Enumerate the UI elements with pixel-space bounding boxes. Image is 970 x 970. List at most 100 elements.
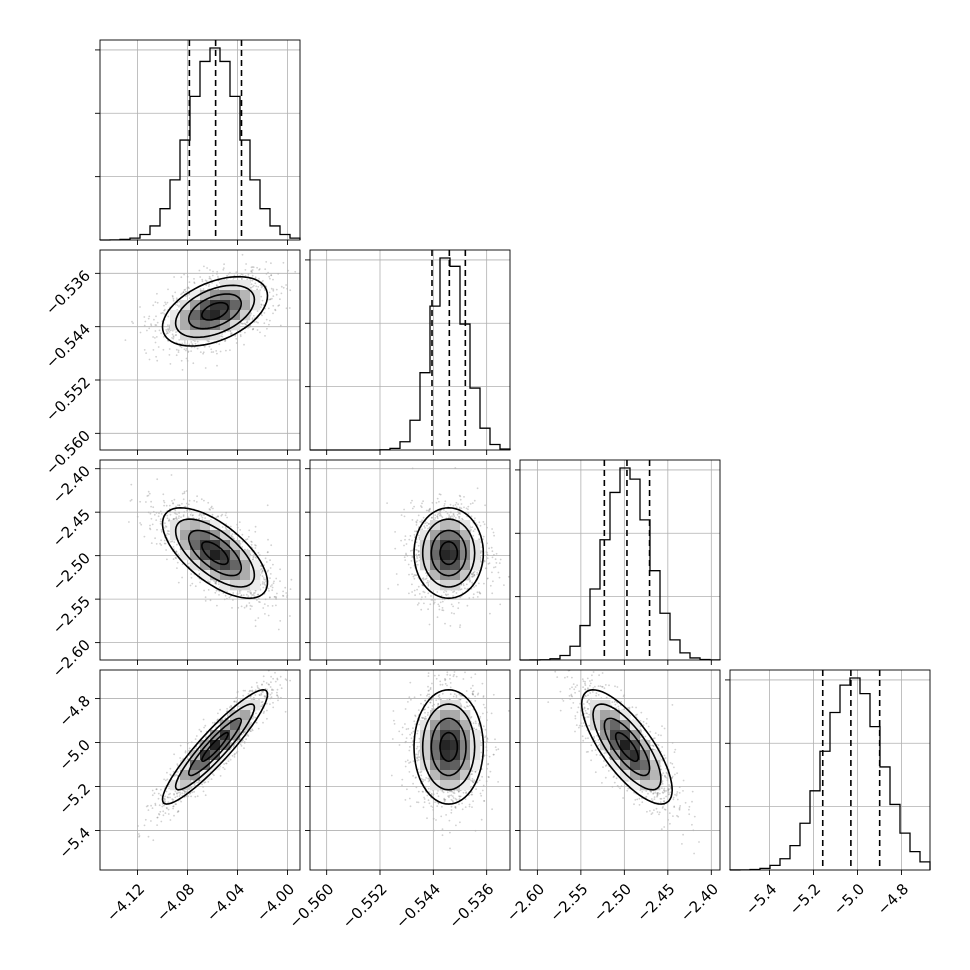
scatter-point [436, 591, 439, 593]
scatter-point [437, 603, 440, 606]
scatter-point [473, 570, 476, 573]
scatter-point [248, 690, 251, 693]
scatter-point [258, 269, 260, 271]
scatter-point [285, 284, 287, 286]
scatter-point [191, 343, 194, 345]
scatter-point [222, 267, 225, 269]
scatter-point [453, 792, 456, 795]
scatter-point [417, 753, 419, 756]
scatter-point [164, 525, 167, 527]
scatter-point [166, 332, 169, 334]
scatter-point [193, 282, 196, 285]
scatter-point [215, 581, 217, 584]
scatter-point [172, 297, 175, 300]
scatter-point [663, 808, 666, 811]
scatter-point [494, 558, 497, 561]
scatter-point [478, 538, 480, 541]
scatter-point [452, 513, 455, 516]
scatter-point [162, 493, 165, 496]
scatter-point [450, 790, 452, 793]
scatter-point [466, 604, 469, 607]
scatter-point [246, 734, 249, 736]
scatter-point [249, 689, 251, 692]
scatter-point [479, 524, 482, 527]
scatter-point [268, 596, 271, 599]
scatter-point [279, 580, 281, 583]
scatter-point [491, 571, 493, 574]
scatter-point [171, 294, 174, 297]
scatter-point [419, 520, 422, 523]
scatter-point [230, 534, 233, 537]
scatter-point [256, 266, 258, 269]
scatter-point [411, 740, 414, 742]
scatter-point [275, 577, 278, 580]
scatter-point [250, 312, 253, 315]
scatter-point [426, 714, 429, 716]
scatter-point [659, 801, 662, 803]
scatter-point [258, 277, 260, 280]
scatter-point [473, 779, 475, 782]
scatter-point [583, 707, 586, 709]
scatter-point [267, 307, 270, 310]
scatter-point [661, 781, 663, 784]
scatter-point [404, 723, 406, 725]
scatter-point [196, 795, 199, 798]
scatter-point [241, 540, 244, 543]
scatter-point [656, 811, 659, 813]
scatter-point [570, 693, 573, 696]
scatter-point [415, 753, 418, 756]
scatter-point [178, 305, 180, 308]
scatter-point [245, 323, 247, 326]
scatter-point [459, 698, 462, 701]
scatter-point [423, 798, 426, 800]
scatter-point [177, 581, 180, 584]
scatter-point [225, 527, 227, 530]
scatter-point [441, 692, 444, 695]
scatter-point [247, 535, 250, 538]
scatter-point [447, 516, 450, 519]
scatter-point [435, 677, 438, 680]
scatter-point [458, 506, 461, 509]
scatter-point [611, 701, 614, 703]
scatter-point [437, 695, 440, 698]
scatter-point [254, 530, 257, 533]
scatter-point [282, 261, 285, 264]
scatter-point [439, 510, 442, 512]
scatter-point [217, 712, 219, 715]
scatter-point [676, 793, 678, 795]
scatter-point [242, 694, 245, 697]
scatter-point [426, 524, 428, 527]
scatter-point [215, 582, 218, 585]
scatter-point [289, 679, 291, 682]
scatter-point [451, 515, 453, 518]
scatter-point [408, 573, 410, 576]
scatter-point [459, 596, 462, 599]
scatter-point [235, 701, 238, 704]
scatter-point [443, 504, 446, 507]
scatter-point [486, 557, 489, 560]
scatter-point [467, 508, 469, 511]
scatter-point [179, 757, 182, 759]
scatter-point [176, 567, 178, 569]
scatter-point [426, 580, 429, 582]
scatter-point [471, 575, 473, 578]
scatter-point [442, 609, 445, 612]
scatter-point [471, 791, 473, 794]
scatter-point [240, 745, 243, 747]
scatter-point [145, 805, 148, 808]
scatter-point [250, 730, 252, 733]
scatter-point [139, 331, 142, 334]
scatter-point [143, 824, 146, 827]
scatter-point [163, 778, 166, 781]
scatter-point [482, 535, 485, 538]
scatter-point [275, 597, 277, 599]
scatter-point [179, 793, 182, 796]
scatter-point [149, 524, 151, 527]
scatter-point [202, 718, 205, 721]
scatter-point [613, 775, 615, 778]
scatter-point [497, 571, 500, 574]
scatter-point [427, 711, 429, 714]
scatter-point [279, 684, 282, 686]
scatter-point [208, 508, 211, 510]
scatter-point [254, 282, 257, 285]
